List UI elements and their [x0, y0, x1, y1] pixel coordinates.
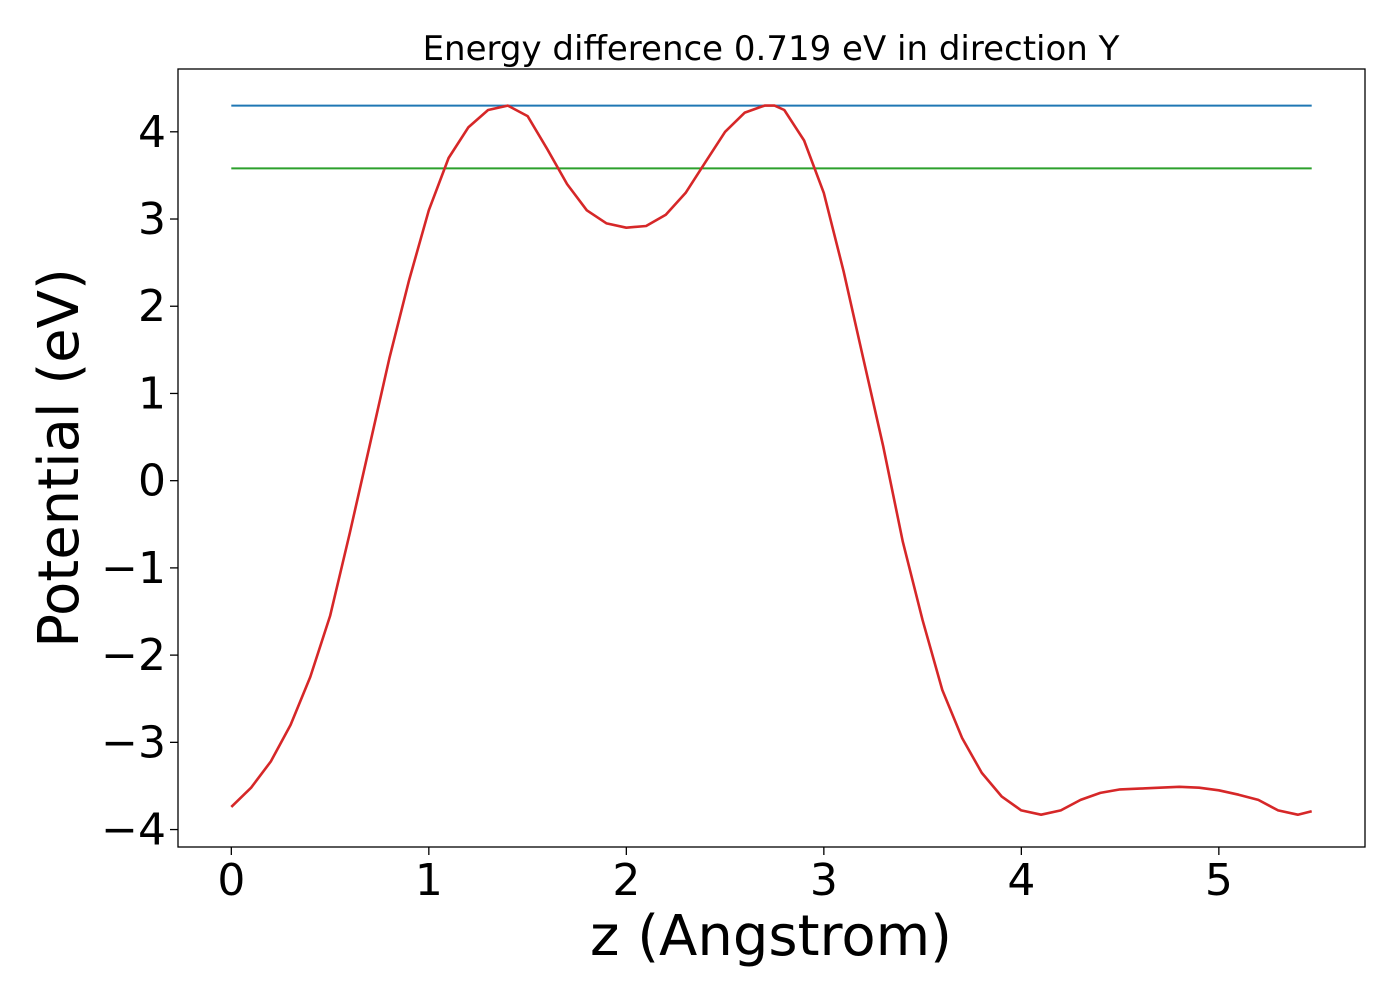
y-tick-label: −4 — [101, 805, 166, 856]
y-tick-label: 4 — [138, 107, 166, 158]
x-axis-label: z (Angstrom) — [590, 904, 952, 969]
x-tick-label: 2 — [612, 855, 640, 906]
plot-frame — [177, 68, 1366, 848]
x-tick-label: 3 — [810, 855, 838, 906]
x-tick-label: 4 — [1007, 855, 1035, 906]
y-tick-label: −3 — [101, 717, 166, 768]
y-tick-label: 0 — [138, 456, 166, 507]
y-tick-label: 2 — [138, 281, 166, 332]
chart-title: Energy difference 0.719 eV in direction … — [423, 29, 1120, 69]
series-line-3 — [230, 104, 1313, 817]
x-tick-label: 1 — [415, 855, 443, 906]
y-axis-label: Potential (eV) — [27, 268, 92, 648]
y-tick-label: −1 — [101, 543, 166, 594]
y-tick-label: 1 — [138, 368, 166, 419]
x-tick-label: 5 — [1205, 855, 1233, 906]
x-tick-label: 0 — [217, 855, 245, 906]
y-tick-label: 3 — [138, 194, 166, 245]
y-tick-label: −2 — [101, 630, 166, 681]
